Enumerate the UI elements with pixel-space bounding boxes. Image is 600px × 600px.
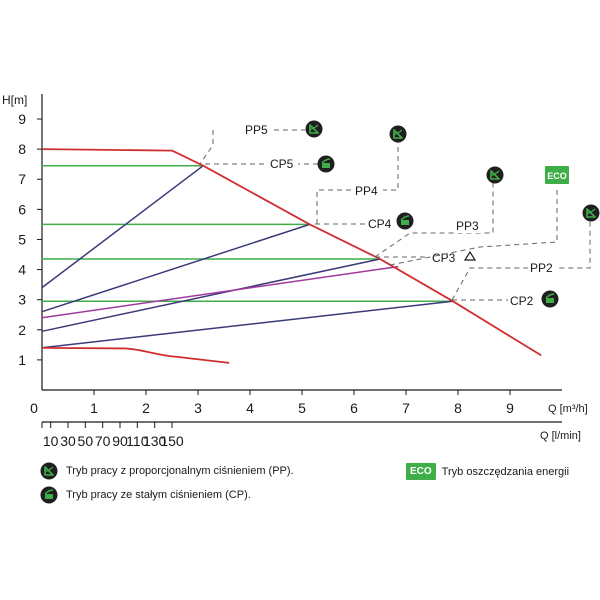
label-pp2: PP2: [530, 261, 553, 275]
legend-eco: ECO Tryb oszczędzania energii: [406, 463, 569, 480]
x-axis-label: Q [m³/h]: [548, 403, 588, 415]
series-layer: [41, 148, 542, 364]
y-tick-label: 6: [18, 201, 26, 217]
legend-cp: Tryb pracy ze stałym ciśnieniem (CP).: [40, 486, 251, 504]
label-bg: [430, 251, 460, 265]
y-tick-label: 9: [18, 111, 26, 127]
proportional-pressure-icon: [304, 119, 324, 139]
leader-pp5: [199, 130, 214, 165]
night-mode-icon-shape: [463, 250, 477, 261]
leader-eco: [389, 186, 558, 266]
series-eco: [41, 265, 399, 319]
series-pp2: [41, 300, 453, 349]
label-cp3: CP3: [432, 251, 456, 265]
leader-pp2: [451, 220, 591, 301]
x2-tick-label: 90: [112, 433, 128, 449]
constant-pressure-icon: [395, 211, 415, 231]
x2-tick-label: 10: [43, 433, 59, 449]
x-tick-label: 6: [350, 400, 358, 416]
leader-pp4: [316, 142, 399, 224]
x2-tick-label: 130: [143, 433, 167, 449]
x2-axis-label: Q [l/min]: [540, 430, 581, 442]
proportional-pressure-icon: [485, 165, 505, 185]
label-pp5: PP5: [245, 123, 268, 137]
label-bg: [508, 294, 538, 308]
x2-tick-label: 150: [160, 433, 184, 449]
y-tick-label: 5: [18, 231, 26, 247]
constant-pressure-icon: [540, 289, 560, 309]
eco-badge-bg: [545, 166, 569, 184]
series-max: [41, 148, 542, 357]
label-cp4: CP4: [368, 217, 392, 231]
label-bg: [366, 217, 396, 231]
eco-badge-text: ECO: [547, 171, 567, 181]
x-tick-label: 7: [402, 400, 410, 416]
series-pp5: [41, 165, 204, 289]
x-tick-label: 8: [454, 400, 462, 416]
label-bg: [528, 261, 558, 275]
series-pp3: [41, 258, 381, 333]
eco-badge-icon: ECO: [406, 463, 436, 480]
y-tick-label: 4: [18, 262, 26, 278]
origin-label: 0: [30, 400, 38, 416]
series-min: [41, 346, 230, 364]
x-tick-label: 4: [246, 400, 254, 416]
constant-pressure-icon: [316, 154, 336, 174]
label-pp3: PP3: [456, 219, 479, 233]
legend-cp-label: Tryb pracy ze stałym ciśnieniem (CP).: [66, 489, 251, 501]
x2-tick-label: 30: [60, 433, 76, 449]
label-bg: [268, 157, 298, 171]
x-tick-label: 3: [194, 400, 202, 416]
legend-pp: Tryb pracy z proporcjonalnym ciśnieniem …: [40, 462, 294, 480]
leader-pp3: [374, 181, 494, 258]
y-tick-label: 2: [18, 322, 26, 338]
x-tick-label: 5: [298, 400, 306, 416]
eco-mode-icon: ECO: [545, 166, 569, 184]
label-bg: [243, 123, 273, 137]
night-mode-icon: [463, 250, 477, 261]
label-bg: [454, 219, 484, 233]
x-tick-label: 2: [142, 400, 150, 416]
constant-pressure-icon: [40, 486, 58, 504]
label-cp5: CP5: [270, 157, 294, 171]
x2-tick-label: 110: [126, 433, 149, 449]
y-axis-label: H[m]: [2, 93, 27, 107]
legend-pp-label: Tryb pracy z proporcjonalnym ciśnieniem …: [66, 465, 294, 477]
y-tick-label: 1: [18, 352, 26, 368]
x2-tick-label: 50: [78, 433, 94, 449]
x-tick-label: 9: [506, 400, 514, 416]
proportional-pressure-icon: [581, 203, 600, 223]
legend-eco-label: Tryb oszczędzania energii: [441, 465, 570, 478]
annotation-layer: PP5 CP5 PP4 CP4 PP3 CP3 PP2 CP2 ECO: [199, 119, 600, 309]
proportional-pressure-icon: [388, 124, 408, 144]
x2-tick-label: 70: [95, 433, 111, 449]
y-tick-label: 3: [18, 292, 26, 308]
proportional-pressure-icon: [40, 462, 58, 480]
label-pp4: PP4: [355, 184, 378, 198]
y-tick-label: 8: [18, 141, 26, 157]
x-tick-label: 1: [90, 400, 98, 416]
y-tick-label: 7: [18, 171, 26, 187]
label-bg: [353, 184, 383, 198]
label-cp2: CP2: [510, 294, 534, 308]
series-pp4: [41, 223, 311, 313]
